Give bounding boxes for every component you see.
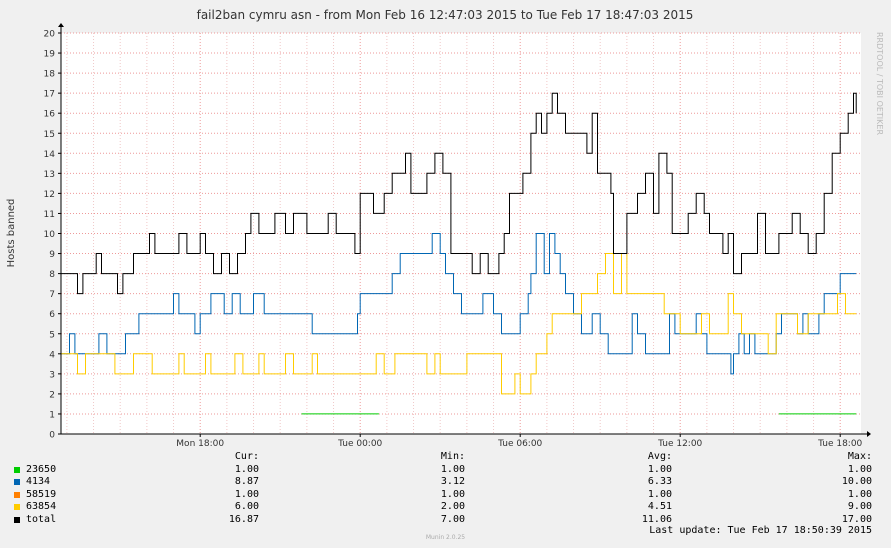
legend-row: 63854 6.00 2.00 4.51 9.00 [12,501,872,514]
legend-avg: 11.06 [641,513,672,525]
y-tick-label: 15 [44,130,55,140]
y-tick-label: 4 [49,350,55,360]
legend-row: total 16.87 7.00 11.06 17.00 [12,514,872,527]
series-line-4134 [61,233,857,375]
grid [61,32,861,435]
y-tick-label: 12 [44,190,55,200]
legend-max: 17.00 [841,513,872,525]
legend-header-cur: Cur: [234,451,259,462]
legend-row: 23650 1.00 1.00 1.00 1.00 [12,464,872,477]
y-tick-label: 2 [49,390,55,400]
footer-version: Munin 2.0.25 [425,534,466,541]
x-tick-label: Tue 00:00 [337,439,382,449]
legend-header: Cur: Min: Avg: Max: [12,451,872,464]
y-tick-label: 3 [49,370,55,380]
legend-cur: 1.00 [234,488,259,500]
y-tick-label: 13 [44,170,55,180]
y-tick-label: 9 [49,250,55,260]
x-tick-label: Tue 18:00 [817,439,862,449]
legend-min: 2.00 [440,501,465,513]
y-tick-label: 18 [44,70,56,80]
watermark: RRDTOOL / TOBI OETIKER [875,32,884,135]
x-tick-label: Mon 18:00 [176,439,224,449]
y-axis-arrow [58,23,64,27]
y-tick-label: 5 [49,330,55,340]
legend-swatch [14,466,20,473]
y-tick-label: 19 [44,50,56,60]
x-tick-label: Tue 12:00 [657,439,702,449]
y-tick-label: 8 [49,270,55,280]
legend-max: 9.00 [847,501,872,513]
legend-max: 1.00 [847,488,872,500]
legend-row: 58519 1.00 1.00 1.00 1.00 [12,489,872,502]
legend-header-avg: Avg: [647,451,672,462]
x-tick-label: Tue 06:00 [497,439,542,449]
legend-min: 7.00 [440,513,465,525]
legend-series-name: 63854 [26,501,57,513]
legend-cur: 16.87 [228,513,259,525]
x-axis-arrow [867,431,871,437]
legend-min: 3.12 [440,476,465,488]
legend-avg: 1.00 [647,488,672,500]
y-tick-label: 14 [44,150,56,160]
series-line-total [61,92,857,295]
legend-avg: 1.00 [647,463,672,475]
chart-title: fail2ban cymru asn - from Mon Feb 16 12:… [197,8,694,22]
legend-cur: 1.00 [234,463,259,475]
legend: Cur: Min: Avg: Max: 23650 1.00 1.00 1.00… [12,451,872,527]
legend-avg: 4.51 [647,501,672,513]
y-tick-label: 17 [44,90,55,100]
legend-header-max: Max: [847,451,872,462]
legend-min: 1.00 [440,463,465,475]
legend-cur: 8.87 [234,476,259,488]
legend-swatch [14,516,20,523]
legend-swatch [14,479,20,486]
y-tick-label: 0 [49,431,55,441]
legend-max: 1.00 [847,463,872,475]
y-tick-label: 20 [44,30,56,40]
legend-min: 1.00 [440,488,465,500]
y-tick-label: 10 [44,230,56,240]
legend-series-name: 4134 [26,476,51,488]
legend-series-name: 23650 [26,463,57,475]
y-tick-label: 7 [49,290,55,300]
legend-row: 4134 8.87 3.12 6.33 10.00 [12,476,872,489]
y-tick-label: 11 [44,210,55,220]
legend-header-min: Min: [440,451,465,462]
legend-series-name: 58519 [26,488,57,500]
series-line-63854 [61,253,857,395]
legend-cur: 6.00 [234,501,259,513]
legend-swatch [14,491,20,498]
legend-swatch [14,504,20,511]
series-lines [61,92,857,415]
y-tick-label: 6 [49,310,55,320]
y-tick-label: 16 [44,110,56,120]
legend-max: 10.00 [841,476,872,488]
legend-series-name: total [26,513,57,525]
y-tick-label: 1 [49,410,55,420]
y-axis-label: Hosts banned [6,199,17,268]
last-update: Last update: Tue Feb 17 18:50:39 2015 [649,525,872,536]
legend-avg: 6.33 [647,476,672,488]
